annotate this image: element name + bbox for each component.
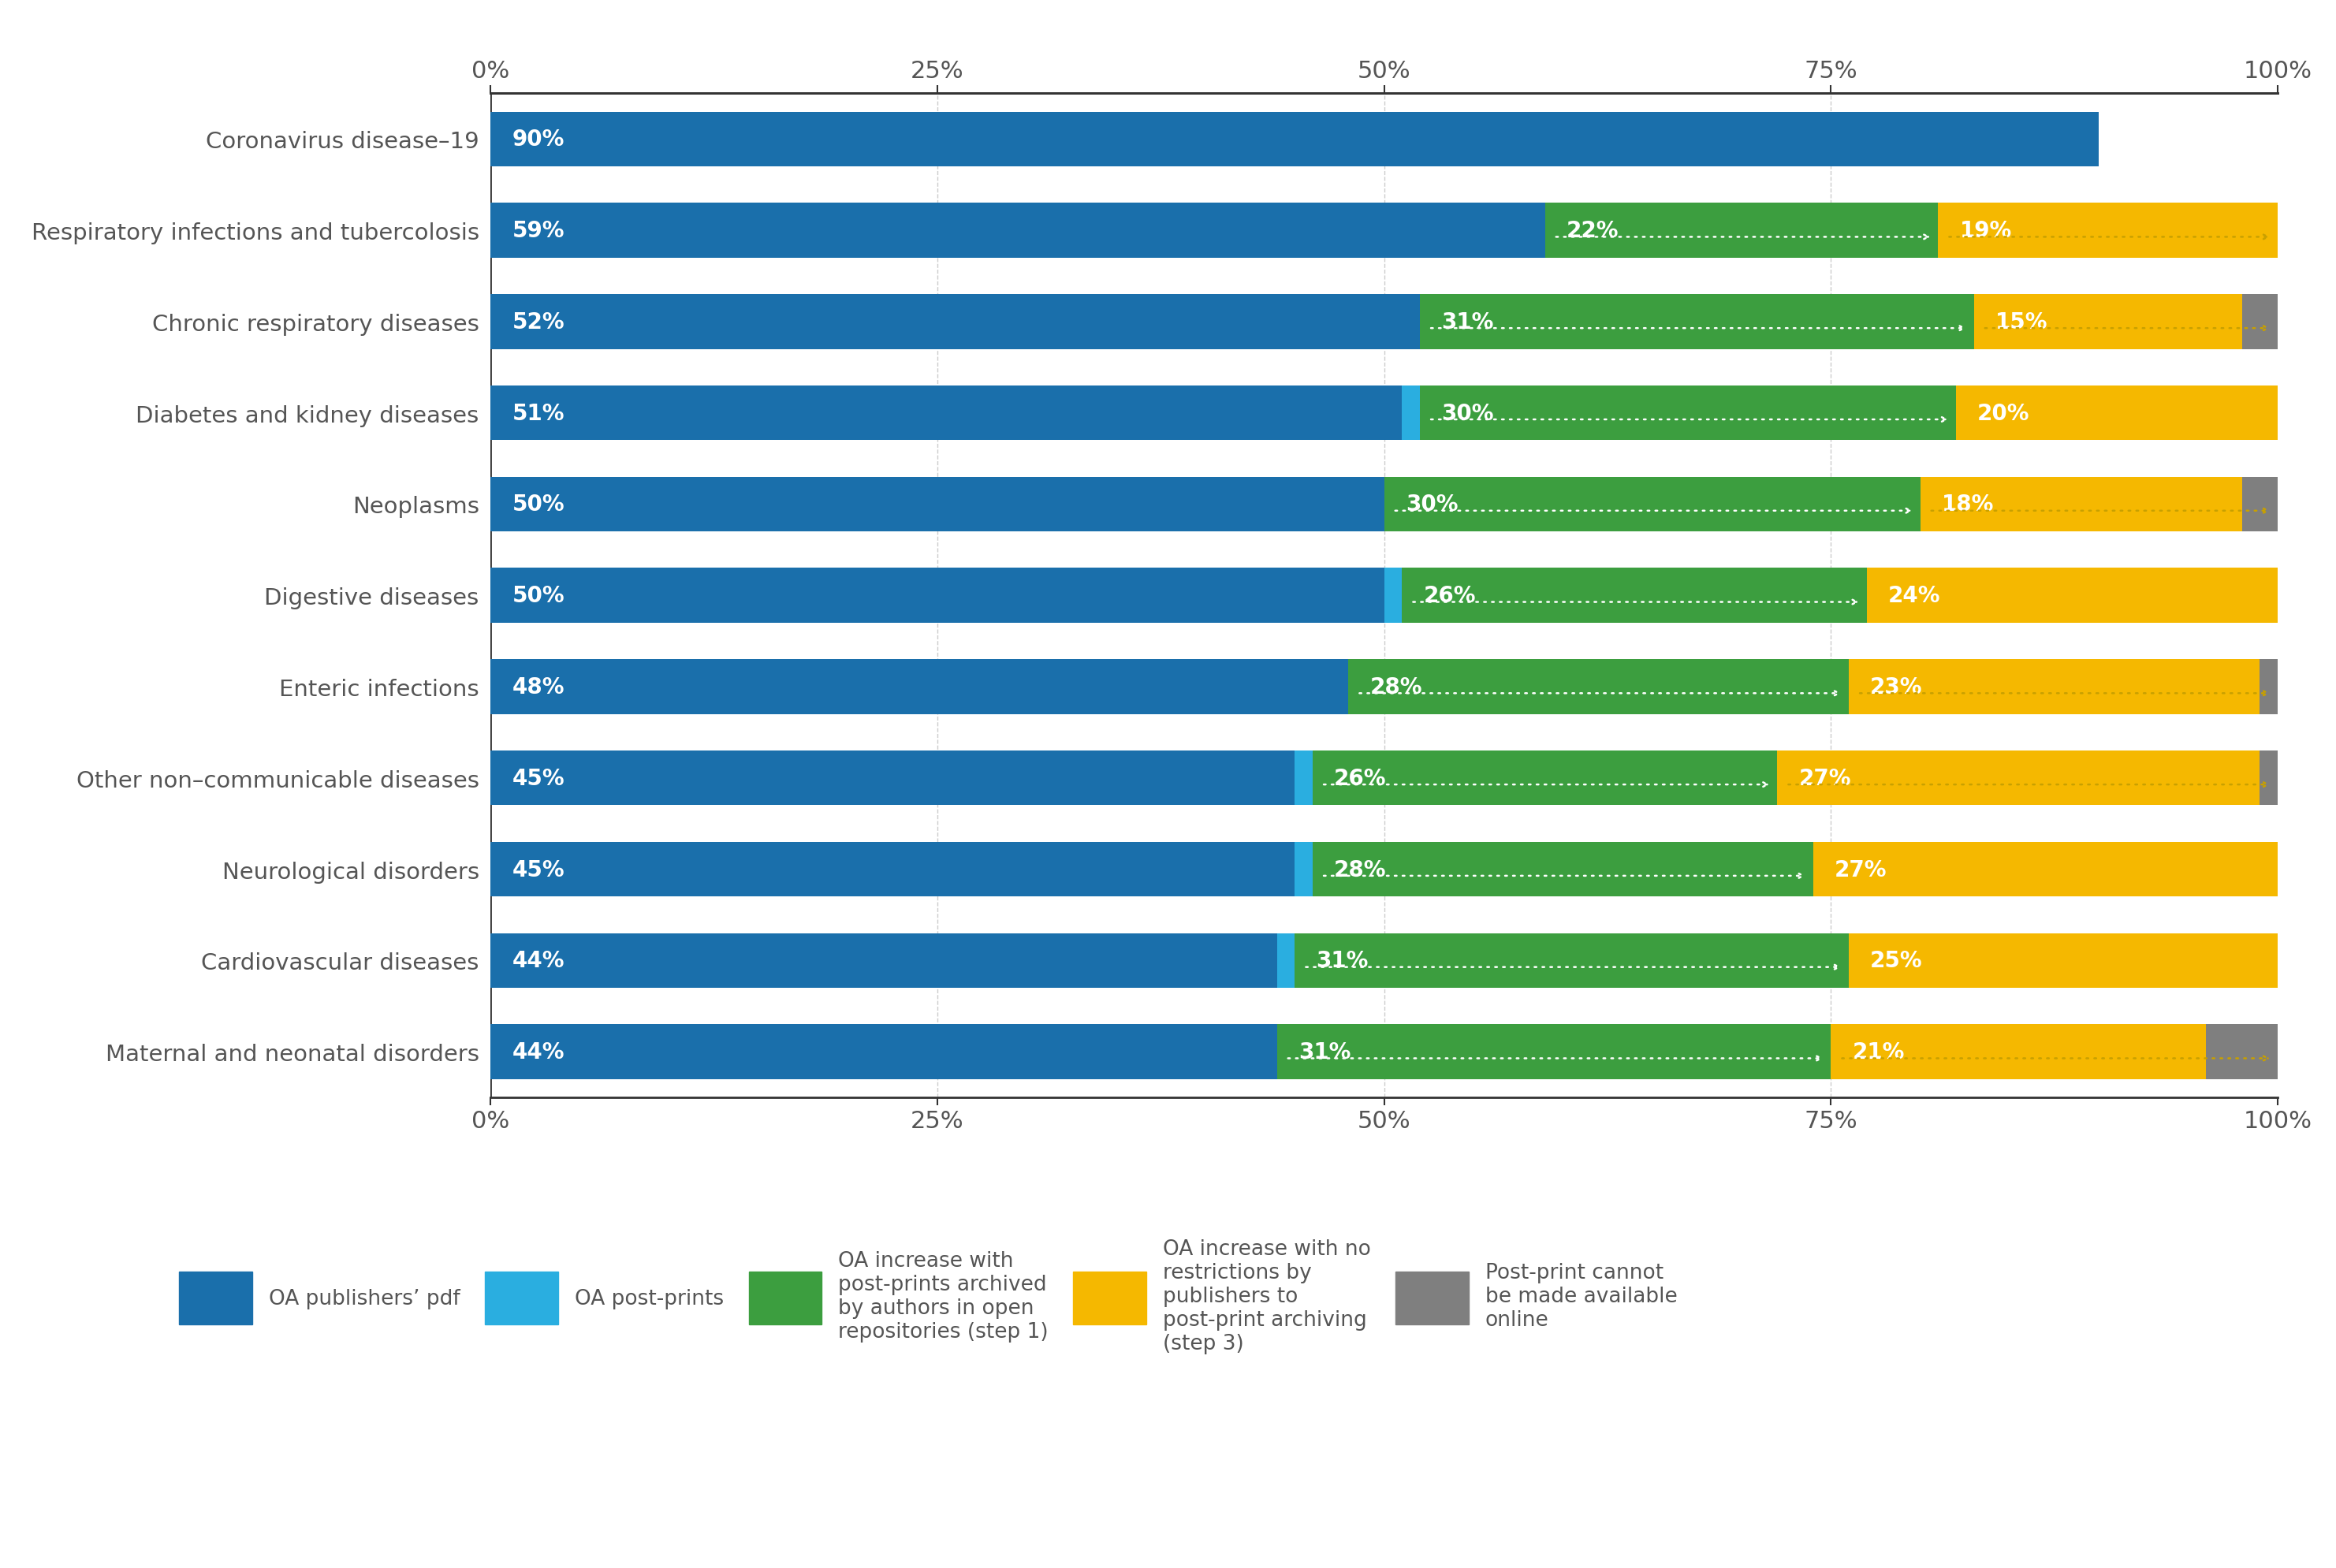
- Bar: [1939, 204, 2278, 259]
- Bar: [1420, 386, 1955, 441]
- Text: 44%: 44%: [512, 1041, 565, 1063]
- Bar: [491, 204, 1544, 259]
- Text: 50%: 50%: [512, 494, 565, 516]
- Bar: [2243, 477, 2278, 532]
- Bar: [491, 477, 1383, 532]
- Text: 28%: 28%: [1369, 676, 1423, 698]
- Text: 15%: 15%: [1995, 310, 2049, 332]
- Bar: [1278, 1024, 1831, 1079]
- Bar: [1848, 660, 2259, 715]
- Text: 27%: 27%: [1834, 859, 1887, 881]
- Bar: [2259, 660, 2278, 715]
- Text: 26%: 26%: [1334, 767, 1388, 789]
- Text: 48%: 48%: [512, 676, 565, 698]
- Bar: [1813, 842, 2296, 897]
- Bar: [1294, 751, 1313, 806]
- Bar: [1974, 295, 2243, 350]
- Bar: [1955, 386, 2313, 441]
- Text: 59%: 59%: [512, 220, 565, 241]
- Bar: [491, 113, 2098, 168]
- Text: 23%: 23%: [1871, 676, 1923, 698]
- Bar: [1383, 477, 1920, 532]
- Bar: [491, 1024, 1278, 1079]
- Text: 50%: 50%: [512, 585, 565, 607]
- Bar: [1294, 842, 1313, 897]
- Bar: [491, 842, 1294, 897]
- Bar: [1313, 751, 1778, 806]
- Text: 31%: 31%: [1299, 1041, 1350, 1063]
- Text: 90%: 90%: [512, 129, 565, 151]
- Text: 45%: 45%: [512, 767, 565, 789]
- Text: 26%: 26%: [1423, 585, 1476, 607]
- Bar: [1348, 660, 1848, 715]
- Bar: [2243, 295, 2278, 350]
- Text: 28%: 28%: [1334, 859, 1388, 881]
- Bar: [1420, 295, 1974, 350]
- Bar: [1831, 1024, 2205, 1079]
- Bar: [2259, 751, 2278, 806]
- Text: 51%: 51%: [512, 403, 565, 425]
- Bar: [491, 386, 1402, 441]
- Text: 20%: 20%: [1976, 403, 2030, 425]
- Text: 44%: 44%: [512, 950, 565, 972]
- Bar: [1402, 569, 1866, 622]
- Text: 18%: 18%: [1941, 494, 1995, 516]
- Bar: [1778, 751, 2259, 806]
- Text: 24%: 24%: [1887, 585, 1941, 607]
- Bar: [2205, 1024, 2278, 1079]
- Text: 31%: 31%: [1315, 950, 1369, 972]
- Bar: [1294, 933, 1848, 988]
- Bar: [1383, 569, 1402, 622]
- Bar: [491, 751, 1294, 806]
- Text: 19%: 19%: [1960, 220, 2011, 241]
- Bar: [1866, 569, 2296, 622]
- Bar: [1313, 842, 1813, 897]
- Bar: [1920, 477, 2243, 532]
- Text: 25%: 25%: [1871, 950, 1923, 972]
- Text: 52%: 52%: [512, 310, 565, 332]
- Text: 31%: 31%: [1441, 310, 1493, 332]
- Text: 30%: 30%: [1406, 494, 1458, 516]
- Text: 27%: 27%: [1799, 767, 1850, 789]
- Bar: [1278, 933, 1294, 988]
- Text: 22%: 22%: [1567, 220, 1619, 241]
- Text: 45%: 45%: [512, 859, 565, 881]
- Bar: [491, 933, 1278, 988]
- Bar: [1402, 386, 1420, 441]
- Legend: OA publishers’ pdf, OA post-prints, OA increase with
post-prints archived
by aut: OA publishers’ pdf, OA post-prints, OA i…: [180, 1239, 1677, 1353]
- Text: 21%: 21%: [1852, 1041, 1904, 1063]
- Bar: [491, 295, 1420, 350]
- Bar: [491, 660, 1348, 715]
- Bar: [1848, 933, 2296, 988]
- Bar: [1544, 204, 1939, 259]
- Text: 30%: 30%: [1441, 403, 1493, 425]
- Bar: [491, 569, 1383, 622]
